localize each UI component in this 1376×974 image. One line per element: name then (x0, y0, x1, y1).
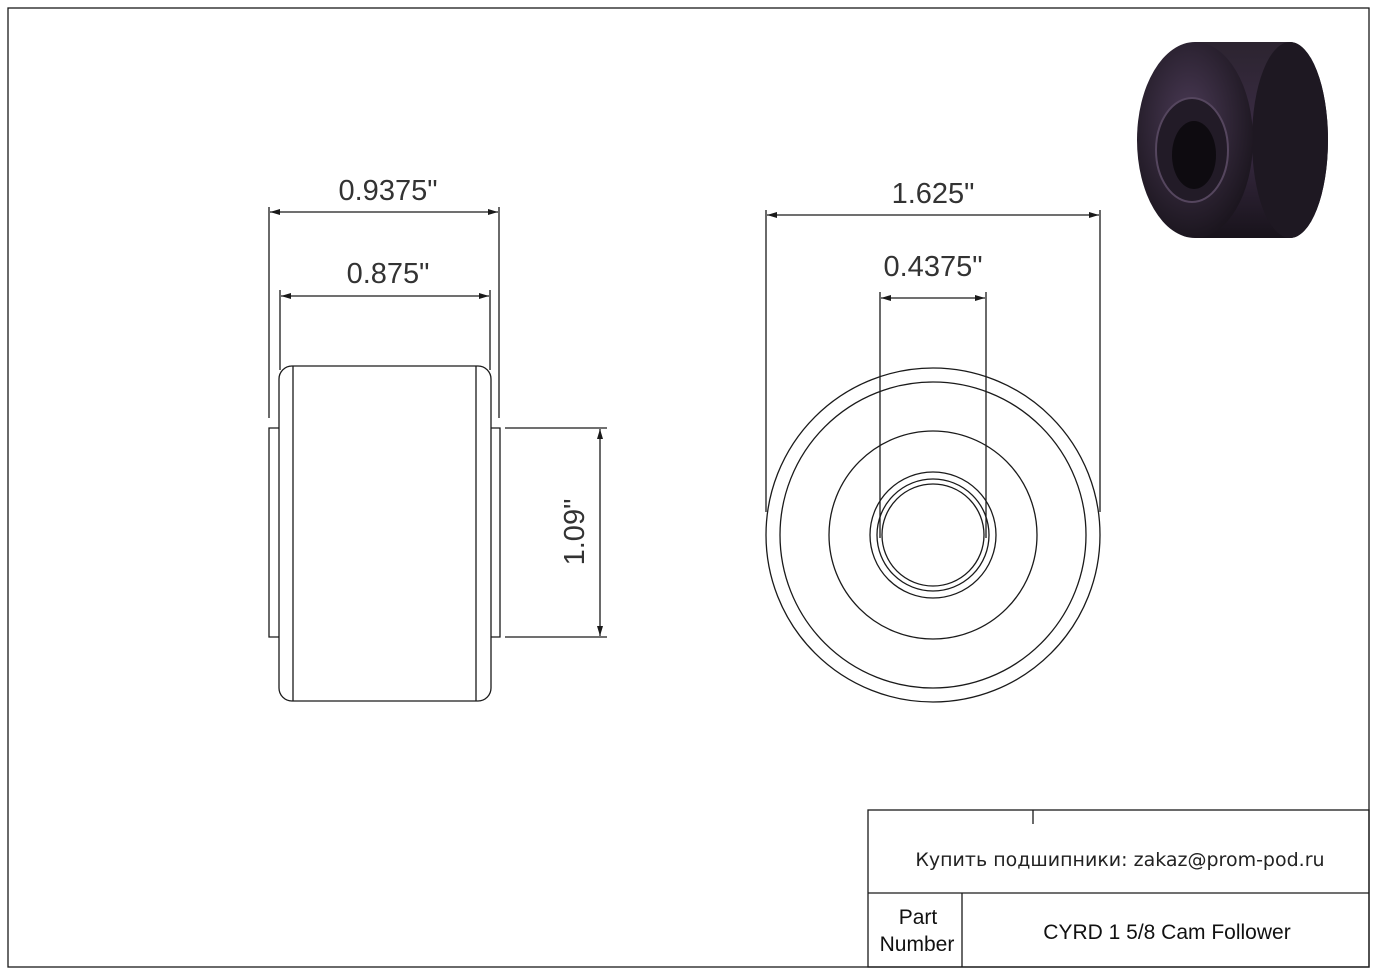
dimension-bore-height: 1.09" (559, 499, 591, 566)
contact-text: Купить подшипники: zakaz@prom-pod.ru (915, 849, 1324, 871)
title-block: Купить подшипники: zakaz@prom-pod.ru Par… (867, 809, 1370, 968)
front-view: 1.625" 0.4375" (765, 178, 1101, 703)
dimension-overall-width: 0.9375" (339, 175, 438, 207)
drawing-border (7, 7, 1370, 968)
part-label: Part (899, 906, 938, 929)
dimension-outer-width: 0.875" (347, 258, 430, 290)
bore-circle (881, 483, 985, 587)
inner-ring-left (268, 427, 279, 638)
side-view: 0.9375" 0.875" 1.09" (268, 175, 607, 702)
outer-circle (765, 367, 1101, 703)
dimension-outer-diameter: 1.625" (892, 178, 975, 210)
inner-ring-right (491, 427, 501, 638)
roller-outline (278, 365, 492, 702)
dimension-bore-diameter: 0.4375" (884, 251, 983, 283)
3d-preview-image (1137, 42, 1328, 238)
number-label: Number (880, 933, 955, 956)
part-number: CYRD 1 5/8 Cam Follower (1043, 921, 1290, 944)
